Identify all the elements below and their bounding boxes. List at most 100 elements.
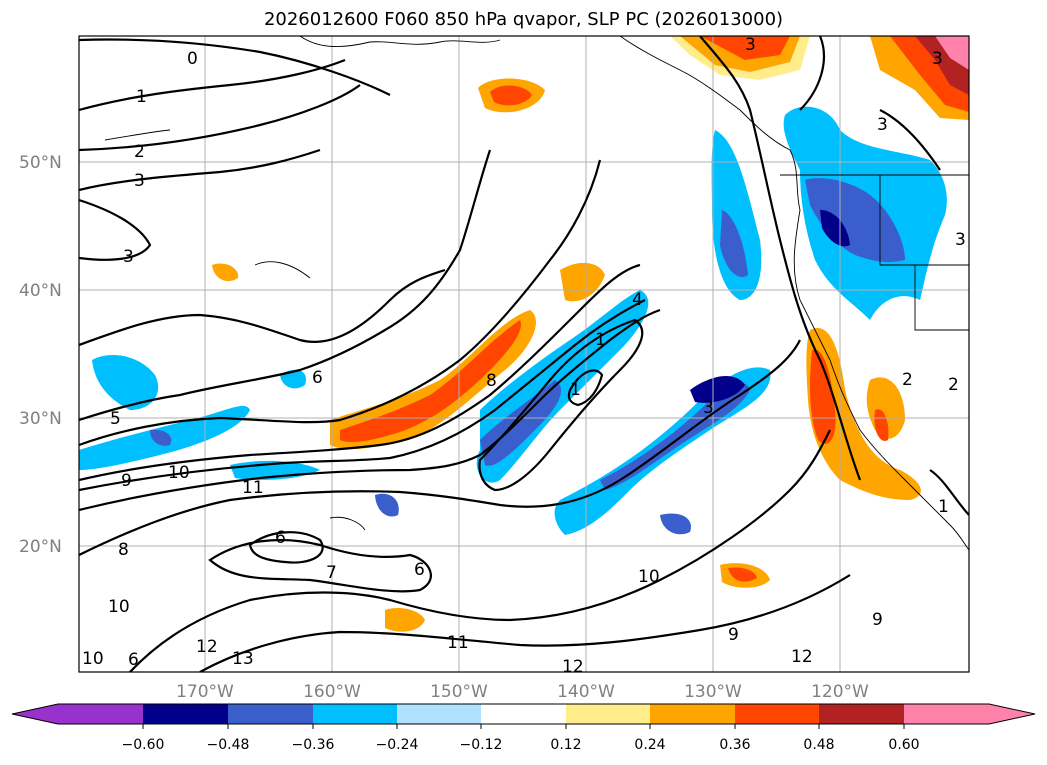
contour-label: 10	[638, 567, 660, 587]
contour-label: 9	[121, 471, 132, 491]
positive-anomaly	[874, 409, 889, 441]
colorbar-segment	[566, 704, 650, 724]
colorbar-segment	[58, 704, 143, 724]
contour-label: 10	[168, 463, 190, 483]
contour-label: 1	[595, 330, 606, 350]
lon-label: 120°W	[811, 682, 869, 702]
positive-anomaly	[728, 567, 757, 582]
colorbar-segment	[819, 704, 904, 724]
lat-label: 40°N	[19, 281, 62, 301]
colorbar-tick-label: 0.48	[803, 737, 834, 753]
negative-anomaly	[660, 513, 691, 535]
colorbar-segment	[735, 704, 819, 724]
negative-anomaly	[820, 210, 850, 247]
colorbar-tick-label: −0.12	[460, 737, 503, 753]
colorbar: −0.60 −0.48 −0.36 −0.24 −0.12 0.12 0.24 …	[11, 703, 1036, 753]
contour-label: 3	[134, 171, 145, 191]
contour-label: 7	[326, 563, 337, 583]
negative-anomaly	[375, 493, 399, 517]
colorbar-tick-label: 0.36	[719, 737, 750, 753]
positive-anomaly	[700, 36, 790, 60]
contour-label: 8	[118, 540, 129, 560]
contour-label: 6	[312, 368, 323, 388]
lon-label: 130°W	[684, 682, 742, 702]
contour-label: 11	[447, 633, 469, 653]
contour-label: 12	[562, 657, 584, 677]
contour-label: 6	[128, 650, 139, 670]
colorbar-low-extension	[12, 704, 58, 724]
contour-label: 3	[932, 49, 943, 69]
contour-label: 0	[187, 49, 198, 69]
graticule	[79, 36, 969, 672]
contour-label: 13	[232, 649, 254, 669]
contour-label: 10	[108, 597, 130, 617]
colorbar-segment	[313, 704, 397, 724]
positive-anomaly	[490, 85, 532, 106]
colorbar-tick-label: −0.60	[122, 737, 165, 753]
positive-anomaly	[810, 349, 836, 444]
figure-title: 2026012600 F060 850 hPa qvapor, SLP PC (…	[263, 9, 784, 30]
positive-anomaly	[806, 328, 921, 500]
negative-anomaly	[280, 369, 306, 389]
positive-anomaly	[935, 36, 969, 70]
positive-anomaly	[330, 310, 536, 450]
contour-label: 6	[275, 528, 286, 548]
contour-label: 3	[123, 247, 134, 267]
contour-label: 3	[955, 230, 966, 250]
contour-label: 12	[196, 637, 218, 657]
positive-anomaly	[560, 262, 605, 302]
lon-label: 140°W	[557, 682, 615, 702]
lat-label: 30°N	[19, 409, 62, 429]
positive-anomaly	[385, 608, 425, 632]
contour-label: 11	[242, 478, 264, 498]
lon-label: 160°W	[303, 682, 361, 702]
positive-anomaly	[212, 263, 239, 282]
contour-label: 12	[791, 647, 813, 667]
colorbar-tick-label: −0.24	[376, 737, 419, 753]
lon-label: 170°W	[176, 682, 234, 702]
contour-label: 3	[745, 35, 756, 55]
negative-anomaly	[150, 429, 172, 446]
contour-label: 2	[902, 370, 913, 390]
colorbar-segment	[650, 704, 735, 724]
colorbar-high-extension	[989, 704, 1035, 724]
contour-label: 3	[703, 398, 714, 418]
colorbar-tick-label: 0.24	[634, 737, 665, 753]
colorbar-segment	[481, 704, 566, 724]
lat-label: 50°N	[19, 153, 62, 173]
contour-label: 1	[136, 87, 147, 107]
lon-label: 150°W	[430, 682, 488, 702]
lat-label: 20°N	[19, 537, 62, 557]
colorbar-segment	[397, 704, 481, 724]
colorbar-segment	[228, 704, 313, 724]
contour-label: 4	[632, 290, 643, 310]
map-plot-area: 0 1 2 3 3 5 6 9 10 11 6 7 6 8 10 6 12 13…	[79, 35, 969, 677]
coastlines	[104, 36, 969, 551]
contour-label: 1	[938, 497, 949, 517]
colorbar-tick-label: 0.12	[550, 737, 581, 753]
negative-anomaly	[720, 210, 748, 277]
longitude-labels: 170°W 160°W 150°W 140°W 130°W 120°W	[176, 682, 869, 702]
colorbar-segment	[904, 704, 989, 724]
colorbar-ticks	[142, 724, 905, 729]
contour-label: 9	[872, 610, 883, 630]
contour-label: 5	[110, 409, 121, 429]
contour-label: 2	[134, 142, 145, 162]
contour-label: 9	[728, 625, 739, 645]
contour-label: 8	[486, 371, 497, 391]
latitude-labels: 50°N 40°N 30°N 20°N	[19, 153, 62, 557]
colorbar-segment	[143, 704, 228, 724]
contour-label: 3	[877, 115, 888, 135]
negative-anomaly	[92, 355, 159, 410]
contour-label: 1	[570, 380, 581, 400]
negative-anomaly	[690, 375, 745, 403]
colorbar-outline	[11, 703, 1036, 725]
colorbar-tick-label: −0.48	[207, 737, 250, 753]
colorbar-tick-label: −0.36	[292, 737, 335, 753]
slp-contours	[79, 36, 969, 672]
contour-label: 2	[948, 375, 959, 395]
contour-labels: 0 1 2 3 3 5 6 9 10 11 6 7 6 8 10 6 12 13…	[82, 35, 966, 677]
map-frame	[78, 35, 970, 673]
contour-label: 6	[414, 560, 425, 580]
